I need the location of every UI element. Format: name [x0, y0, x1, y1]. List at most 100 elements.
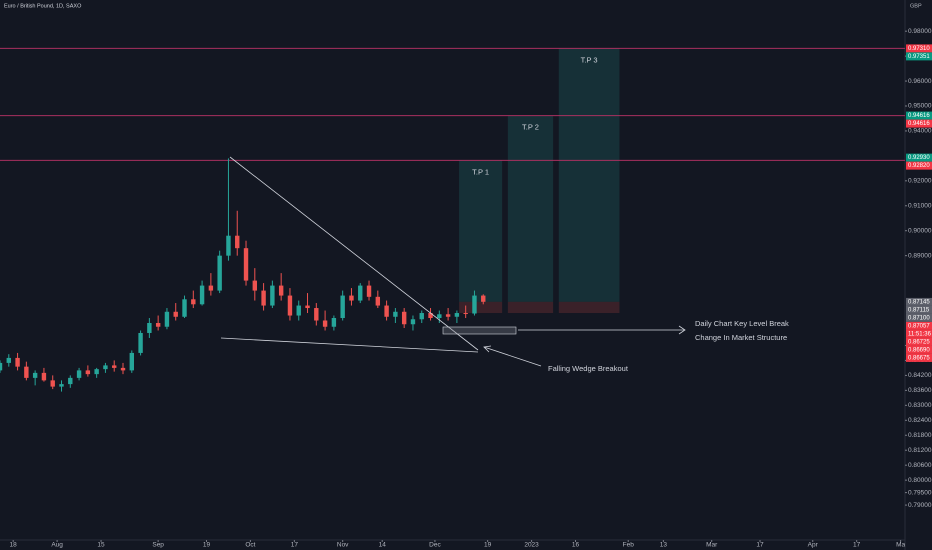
x-tick-label: 18 — [10, 542, 18, 549]
candle-body — [322, 320, 328, 327]
candle-body — [481, 295, 486, 302]
price-label: 0.87100 — [908, 316, 930, 322]
price-label: 0.94616 — [908, 113, 930, 119]
candle-body — [305, 305, 310, 309]
candle-body — [428, 313, 433, 319]
candle-body — [6, 357, 11, 363]
candle-body — [164, 311, 170, 327]
x-tick-label: Mar — [706, 542, 718, 549]
x-tick-label: 19 — [484, 542, 492, 549]
price-label-box — [906, 313, 932, 322]
price-label-box — [906, 161, 932, 170]
wedge-lower — [220, 337, 479, 353]
price-label-box — [906, 111, 932, 120]
x-tick-label: Apr — [808, 542, 819, 549]
price-label-box — [906, 119, 932, 128]
candle-body — [445, 314, 451, 317]
candle-body — [15, 357, 20, 367]
x-tick-label: 15 — [97, 542, 105, 549]
y-tick-label: 0.83600 — [908, 387, 932, 394]
price-label-box — [906, 305, 932, 314]
price-label: 0.97310 — [908, 46, 930, 52]
candle-body — [112, 365, 117, 368]
price-label-box — [906, 345, 932, 354]
candle-body — [24, 366, 29, 378]
candle-body — [129, 352, 134, 371]
chart-title: Euro / British Pound, 1D, SAXO — [4, 3, 82, 9]
candle-body — [454, 313, 460, 317]
candle-body — [437, 314, 442, 319]
price-label-box — [906, 52, 932, 61]
x-tick-label: Feb — [623, 542, 635, 549]
x-tick-label: Sep — [152, 542, 164, 549]
key-level-box — [442, 326, 517, 335]
price-label: 0.92930 — [908, 155, 930, 161]
candle-body — [243, 248, 249, 281]
target-zone — [558, 48, 620, 302]
price-label: 0.86675 — [908, 356, 930, 362]
x-tick-label: Aug — [51, 542, 63, 549]
arrow-head — [678, 325, 686, 335]
wedge-upper — [229, 156, 479, 351]
candle-body — [419, 313, 424, 320]
price-label-box — [906, 44, 932, 53]
candle-body — [314, 308, 319, 321]
candle-body — [401, 311, 407, 325]
currency-label: GBP — [910, 3, 922, 9]
candle-body — [296, 305, 301, 316]
stop-zone — [558, 301, 620, 314]
candle-body — [32, 372, 38, 378]
x-tick-label: 17 — [853, 542, 861, 549]
x-tick-label: Nov — [337, 542, 349, 549]
candle-body — [208, 285, 214, 291]
price-label-box — [906, 297, 932, 306]
x-tick-label: 16 — [572, 542, 580, 549]
candle-body — [366, 285, 372, 297]
y-tick-label: 0.95000 — [908, 103, 932, 110]
candle-body — [340, 295, 345, 319]
x-tick-label: Ma — [896, 542, 905, 549]
price-label-box — [906, 321, 932, 330]
x-tick-label: 2023 — [524, 542, 539, 549]
candle-body — [0, 362, 3, 371]
candle-body — [103, 365, 108, 370]
position-label: T.P 2 — [522, 123, 539, 132]
price-label-box — [906, 353, 932, 362]
annotation: Daily Chart Key Level Break — [695, 319, 789, 328]
candle-body — [147, 323, 152, 333]
y-tick-label: 0.91000 — [908, 202, 932, 209]
candle-body — [94, 369, 99, 375]
y-tick-label: 0.89000 — [908, 252, 932, 259]
plot: T.P 1 T.P 2 T.P 3 — [0, 47, 905, 392]
candle-body — [68, 377, 73, 385]
candle-body — [217, 255, 222, 291]
candle-body — [270, 285, 275, 306]
price-label-box — [906, 329, 932, 338]
candle-body — [226, 235, 231, 256]
price-label: 0.97351 — [908, 54, 930, 60]
y-tick-label: 0.80600 — [908, 462, 932, 469]
arrow-head — [483, 345, 492, 353]
candle-body — [278, 285, 284, 296]
y-tick-label: 0.96000 — [908, 78, 932, 85]
candle-body — [410, 319, 416, 325]
y-tick-label: 0.82400 — [908, 417, 932, 424]
candle-body — [199, 285, 205, 305]
price-label: 0.86690 — [908, 348, 930, 354]
annotation: Change In Market Structure — [695, 333, 787, 342]
price-label: 0.94616 — [908, 121, 930, 127]
price-label: 0.86725 — [908, 340, 930, 346]
stop-zone — [459, 301, 503, 314]
candle-body — [393, 311, 398, 317]
candle-body — [384, 305, 389, 317]
y-tick-label: 0.98000 — [908, 28, 932, 35]
x-tick-label: 19 — [203, 542, 211, 549]
stop-zone — [507, 301, 554, 314]
y-tick-label: 0.79500 — [908, 489, 932, 496]
target-zone — [507, 115, 554, 302]
candle-body — [76, 370, 82, 378]
candle-body — [472, 295, 477, 314]
